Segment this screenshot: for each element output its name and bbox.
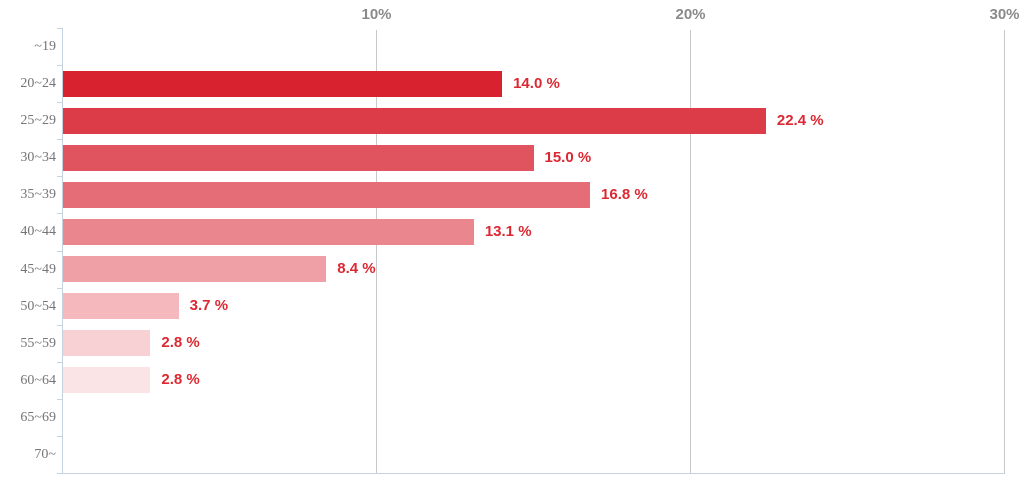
- category-label: 40~44: [20, 224, 56, 240]
- bar: [62, 181, 591, 208]
- y-axis-tick: [57, 361, 62, 363]
- x-gridline: [376, 30, 377, 473]
- y-axis-tick: [57, 398, 62, 400]
- x-tick-label: 20%: [675, 6, 706, 23]
- y-axis-tick: [57, 435, 62, 437]
- bar: [62, 367, 151, 394]
- y-axis-tick: [57, 65, 62, 67]
- value-label: 13.1 %: [484, 222, 532, 240]
- category-label: 30~34: [20, 150, 56, 166]
- value-label: 14.0 %: [513, 74, 560, 92]
- x-axis-line: [62, 473, 1005, 474]
- y-axis-tick: [57, 139, 62, 141]
- y-axis-tick: [57, 287, 62, 289]
- value-label: 2.8 %: [161, 334, 200, 352]
- category-label: 35~39: [20, 187, 56, 203]
- value-label: 22.4 %: [776, 111, 824, 129]
- value-label: 2.8 %: [161, 371, 200, 389]
- bar: [62, 330, 151, 357]
- y-axis-tick: [57, 324, 62, 326]
- bar: [62, 218, 474, 245]
- category-label: 50~54: [20, 298, 56, 314]
- bar: [62, 107, 766, 134]
- category-label: 60~64: [20, 372, 56, 388]
- bar: [62, 293, 179, 320]
- y-axis-tick: [57, 473, 62, 474]
- value-label: 3.7 %: [189, 297, 229, 315]
- y-axis-tick: [57, 250, 62, 252]
- bar: [62, 70, 503, 97]
- value-label: 16.8 %: [601, 185, 648, 203]
- x-gridline: [1004, 30, 1005, 473]
- y-axis-tick: [57, 176, 62, 178]
- value-label: 8.4 %: [337, 260, 376, 278]
- y-axis-tick: [57, 102, 62, 104]
- category-label: ~19: [34, 39, 56, 54]
- bar: [62, 144, 534, 171]
- category-label: 70~: [34, 446, 56, 462]
- bar: [62, 256, 327, 283]
- category-label: 45~49: [20, 261, 56, 277]
- category-label: 20~24: [20, 76, 56, 92]
- x-tick-label: 30%: [989, 6, 1020, 23]
- y-axis-tick: [57, 28, 62, 29]
- y-axis-line: [62, 28, 63, 473]
- x-gridline: [690, 30, 691, 473]
- y-axis-tick: [57, 213, 62, 215]
- category-label: 55~59: [20, 335, 56, 351]
- value-label: 15.0 %: [544, 148, 592, 166]
- category-label: 65~69: [20, 409, 56, 425]
- category-label: 25~29: [20, 113, 56, 129]
- x-tick-label: 10%: [361, 6, 392, 23]
